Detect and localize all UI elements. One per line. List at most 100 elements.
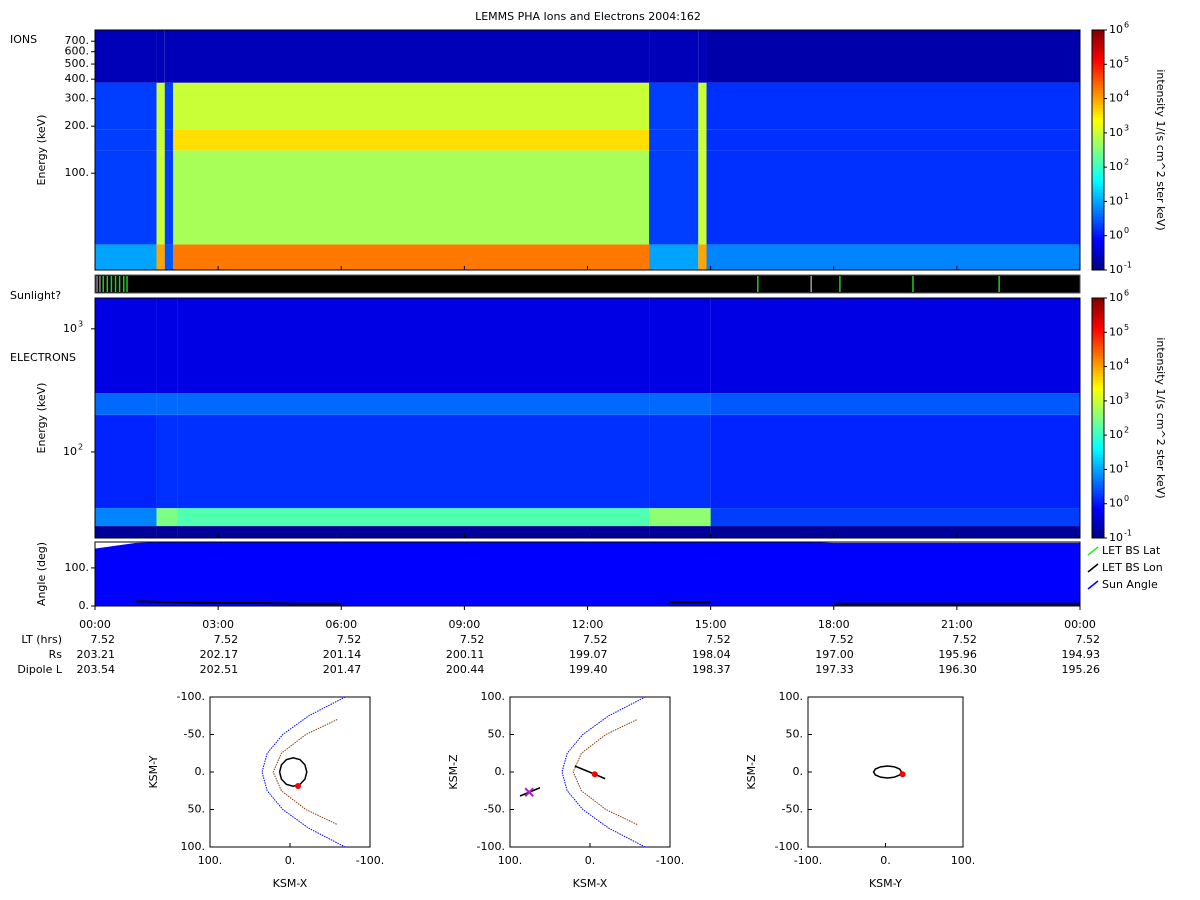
colorbar-step (1092, 508, 1104, 512)
ephemeris-value: 203.21 (77, 648, 116, 661)
y-tick-label: 600. (65, 45, 90, 58)
heatmap-cell (649, 82, 699, 130)
colorbar-step (1092, 63, 1104, 67)
colorbar-step (1092, 186, 1104, 190)
legend-label: LET BS Lon (1102, 561, 1163, 574)
colorbar-step (1092, 481, 1104, 485)
colorbar-tick-label: 10 (1109, 160, 1123, 173)
colorbar-step (1092, 331, 1104, 335)
colorbar-step (1092, 523, 1104, 527)
heatmap-cell (177, 393, 650, 415)
position-marker (591, 771, 598, 778)
heatmap-cell (177, 298, 650, 394)
heatmap-cell (156, 526, 178, 538)
heatmap-cell (177, 414, 650, 509)
colorbar-step (1092, 358, 1104, 362)
colorbar-tick-label: 10 (1109, 360, 1123, 373)
colorbar-step (1092, 111, 1104, 115)
colorbar-step (1092, 252, 1104, 256)
heatmap-cell (649, 298, 711, 394)
colorbar-step (1092, 87, 1104, 91)
colorbar-step (1092, 436, 1104, 440)
heatmap-cell (156, 129, 165, 151)
heatmap-cell (164, 30, 173, 83)
colorbar-step (1092, 460, 1104, 464)
position-marker (899, 771, 906, 778)
heatmap-cell (706, 244, 1080, 270)
y-tick-label: 10 (63, 445, 77, 458)
colorbar-step (1092, 445, 1104, 449)
heatmap-cell (95, 30, 157, 83)
colorbar-step (1092, 231, 1104, 235)
heatmap-cell (710, 393, 1080, 415)
colorbar-step (1092, 505, 1104, 509)
colorbar-step (1092, 415, 1104, 419)
colorbar-step (1092, 219, 1104, 223)
y-tick-label: 0. (195, 765, 206, 778)
series-area (94, 541, 1081, 607)
colorbar-step (1092, 493, 1104, 497)
x-tick-label: 15:00 (695, 618, 727, 631)
colorbar-tick-label: 10 (1109, 57, 1123, 70)
colorbar-step (1092, 66, 1104, 70)
colorbar-step (1092, 105, 1104, 109)
heatmap-cell (710, 508, 1080, 527)
colorbar-step (1092, 487, 1104, 491)
y-tick-label: 100. (481, 690, 506, 703)
colorbar-step (1092, 376, 1104, 380)
colorbar-step (1092, 322, 1104, 326)
ephemeris-value: 194.93 (1062, 648, 1101, 661)
colorbar-step (1092, 451, 1104, 455)
colorbar-step (1092, 301, 1104, 305)
ephemeris-value: 202.51 (200, 663, 239, 676)
colorbar-tick-label: 10 (1109, 263, 1123, 276)
colorbar-tick-label: 10 (1109, 394, 1123, 407)
ephemeris-value: 196.30 (938, 663, 977, 676)
colorbar-tick-label: 10 (1109, 531, 1123, 544)
y-tick-label: -50. (484, 803, 505, 816)
colorbar-tick-label-sup: 2 (1124, 158, 1129, 167)
colorbar-step (1092, 430, 1104, 434)
colorbar-tick-label-sup: 4 (1124, 357, 1129, 366)
colorbar-step (1092, 141, 1104, 145)
colorbar-tick-label-sup: 1 (1124, 460, 1129, 469)
heatmap-cell (649, 393, 711, 415)
colorbar-step (1092, 484, 1104, 488)
ephemeris-value: 201.47 (323, 663, 362, 676)
colorbar-tick-label-sup: 3 (1124, 391, 1129, 400)
ephemeris-value: 198.04 (692, 648, 731, 661)
colorbar-tick-label-sup: 0 (1124, 226, 1129, 235)
heatmap-cell (649, 30, 699, 83)
colorbar-step (1092, 379, 1104, 383)
colorbar-step (1092, 400, 1104, 404)
colorbar-step (1092, 144, 1104, 148)
heatmap-cell (706, 30, 1080, 83)
colorbar-step (1092, 201, 1104, 205)
ephemeris-value: 7.52 (583, 633, 608, 646)
heatmap-cell (706, 150, 1080, 245)
colorbar-step (1092, 213, 1104, 217)
colorbar-step (1092, 391, 1104, 395)
x-tick-label: 0. (585, 854, 596, 867)
colorbar-step (1092, 361, 1104, 365)
colorbar-step (1092, 418, 1104, 422)
colorbar-step (1092, 325, 1104, 329)
colorbar-step (1092, 499, 1104, 503)
x-axis-label: KSM-X (573, 877, 608, 890)
colorbar-step (1092, 234, 1104, 238)
colorbar-step (1092, 496, 1104, 500)
x-tick-label: 06:00 (325, 618, 357, 631)
colorbar-frame (1091, 297, 1105, 539)
colorbar-step (1092, 264, 1104, 268)
colorbar-step (1092, 463, 1104, 467)
colorbar-step (1092, 45, 1104, 49)
y-tick-label: 500. (65, 57, 90, 70)
colorbar-step (1092, 249, 1104, 253)
colorbar-step (1092, 511, 1104, 515)
y-tick-label: -100. (775, 840, 803, 853)
orbit-curve (272, 719, 338, 825)
heatmap-cell (177, 526, 650, 538)
ephemeris-value: 195.96 (938, 648, 977, 661)
colorbar-step (1092, 72, 1104, 76)
